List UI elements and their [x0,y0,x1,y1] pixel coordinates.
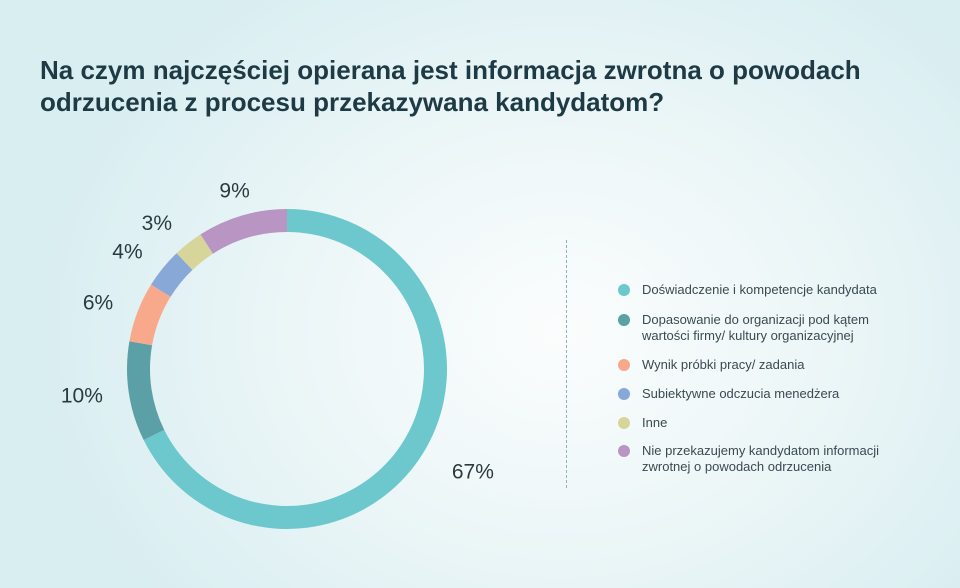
legend-dot [618,388,630,400]
chart-title: Na czym najczęściej opierana jest inform… [40,54,920,118]
legend-label: Nie przekazujemy kandydatom informacji zw… [642,443,879,474]
donut-slice-dopasowanie-do-organizacji-pod [127,341,165,441]
value-label-dopasowanie-do-organizacji-pod: 10% [61,384,103,407]
value-label-nie-przekazujemy-kandydatom-in: 9% [219,180,249,203]
legend-dot [618,359,630,371]
legend-dot [618,284,630,296]
donut-value-labels: 67% 10% 6% 4%3% 9% [61,180,494,484]
donut-slice-wynik-probki-pracy-zadania [129,284,171,346]
value-label-subiektywne-odczucia-menedzera: 4% [112,241,142,264]
legend-dot [618,417,630,429]
legend-label: Doświadczenie i kompetencje kandydata [642,282,877,297]
value-label-inne: 3% [142,212,172,235]
donut-slice-inne [176,234,213,270]
legend-label: Wynik próbki pracy/ zadania [642,357,805,372]
legend-divider [566,240,567,488]
donut-slices [127,209,447,530]
legend-dot [618,314,630,326]
donut-slice-nie-przekazujemy-kandydatom-in [200,209,287,254]
chart-title-line-2: odrzucenia z procesu przekazywana kandyd… [40,87,665,117]
value-label-doswiadczenie-i-kompetencje-ka: 67% [452,460,494,483]
legend-label: Inne [642,415,668,430]
donut-slice-subiektywne-odczucia-menedzera [151,253,193,297]
value-label-wynik-probki-pracy-zadania: 6% [83,292,113,315]
legend-label: Subiektywne odczucia menedżera [642,386,840,401]
legend-dot [618,445,630,457]
legend-label: Dopasowanie do organizacji pod kątem wart… [642,312,869,343]
chart-title-line-1: Na czym najczęściej opierana jest inform… [40,55,861,85]
